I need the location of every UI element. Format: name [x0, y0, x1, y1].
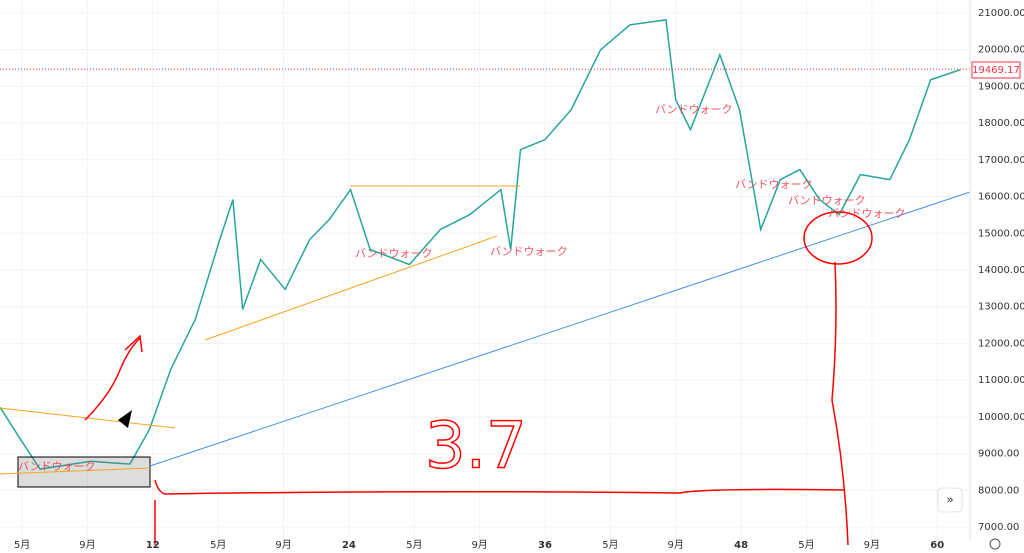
y-tick-label: 10000.00	[978, 412, 1024, 423]
y-tick-label: 17000.00	[978, 155, 1024, 166]
x-tick-label: 9月	[471, 539, 487, 551]
x-tick-label: 12	[146, 540, 160, 551]
y-tick-label: 20000.00	[978, 45, 1024, 56]
x-tick-label: 5月	[210, 539, 226, 551]
y-tick-label: 19000.00	[978, 81, 1024, 92]
scroll-icon[interactable]: »	[946, 493, 953, 507]
x-tick-label: 9月	[668, 539, 684, 551]
y-tick-label: 9000.00	[978, 449, 1019, 460]
annotation-number: 3.7	[425, 410, 527, 484]
x-tick-label: 5月	[14, 539, 30, 551]
y-tick-label: 15000.00	[978, 228, 1024, 239]
last-price-label: 19469.17	[972, 65, 1020, 76]
y-tick-label: 11000.00	[978, 375, 1024, 386]
y-tick-label: 13000.00	[978, 302, 1024, 313]
y-tick-label: 21000.00	[978, 8, 1024, 19]
y-tick-label: 7000.00	[978, 522, 1019, 533]
x-tick-label: 48	[734, 540, 748, 551]
x-tick-label: 9月	[864, 539, 880, 551]
arrow	[84, 334, 143, 421]
y-tick-label: 8000.00	[978, 485, 1019, 496]
x-tick-label: 5月	[602, 539, 618, 551]
annotation: バンドウォーク	[18, 460, 96, 473]
last-price-box	[971, 61, 1021, 79]
annotation: バンドウォーク	[828, 207, 906, 220]
x-tick-label: 9月	[275, 539, 291, 551]
x-tick-label: 60	[930, 540, 944, 551]
plot	[0, 18, 970, 470]
trend-line	[204, 235, 498, 341]
y-tick-label: 16000.00	[978, 192, 1024, 203]
y-tick-label: 14000.00	[978, 265, 1024, 276]
price-line	[0, 18, 961, 470]
x-tick-label: 5月	[406, 539, 422, 551]
drawings	[0, 185, 971, 546]
settings-button[interactable]	[989, 538, 1001, 550]
pen-line	[831, 261, 849, 546]
trend-line	[149, 191, 971, 467]
annotation: バンドウォーク	[355, 247, 433, 260]
grid	[0, 0, 970, 540]
x-tick-label: 24	[342, 540, 356, 551]
bracket	[154, 479, 846, 545]
annotation: バンドウォーク	[735, 178, 813, 191]
annotation: バンドウォーク	[788, 194, 866, 207]
annotation: バンドウォーク	[655, 103, 733, 116]
circle	[803, 211, 873, 265]
x-tick-label: 5月	[798, 539, 814, 551]
arrow-icon	[118, 410, 132, 428]
y-tick-label: 12000.00	[978, 338, 1024, 349]
scroll-button[interactable]	[937, 487, 963, 513]
annotation: バンドウォーク	[490, 245, 568, 258]
trend-line	[0, 467, 151, 475]
y-tick-label: 18000.00	[978, 118, 1024, 129]
x-tick-label: 36	[538, 540, 552, 551]
x-tick-label: 9月	[79, 539, 95, 551]
